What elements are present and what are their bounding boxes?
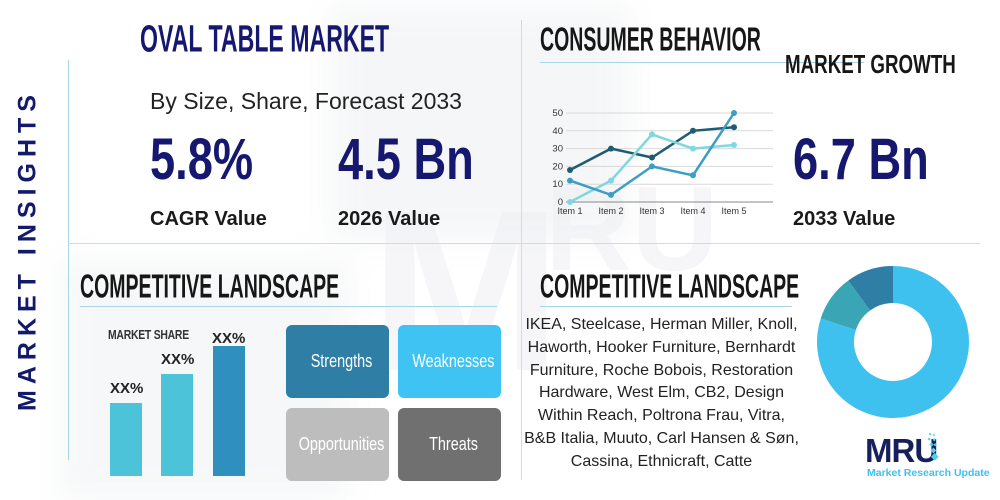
svg-text:Item 4: Item 4: [680, 206, 705, 216]
svg-text:40: 40: [552, 126, 563, 137]
svg-text:50: 50: [552, 108, 563, 119]
svg-text:Market Research Update: Market Research Update: [867, 467, 990, 479]
svg-text:Item 2: Item 2: [598, 206, 623, 216]
svg-text:MRU: MRU: [865, 432, 937, 469]
svg-text:10: 10: [552, 179, 563, 190]
svg-text:Item 1: Item 1: [557, 206, 582, 216]
svg-text:20: 20: [552, 161, 563, 172]
svg-text:30: 30: [552, 144, 563, 155]
svg-text:Item 3: Item 3: [639, 206, 664, 216]
svg-text:Item 5: Item 5: [721, 206, 746, 216]
